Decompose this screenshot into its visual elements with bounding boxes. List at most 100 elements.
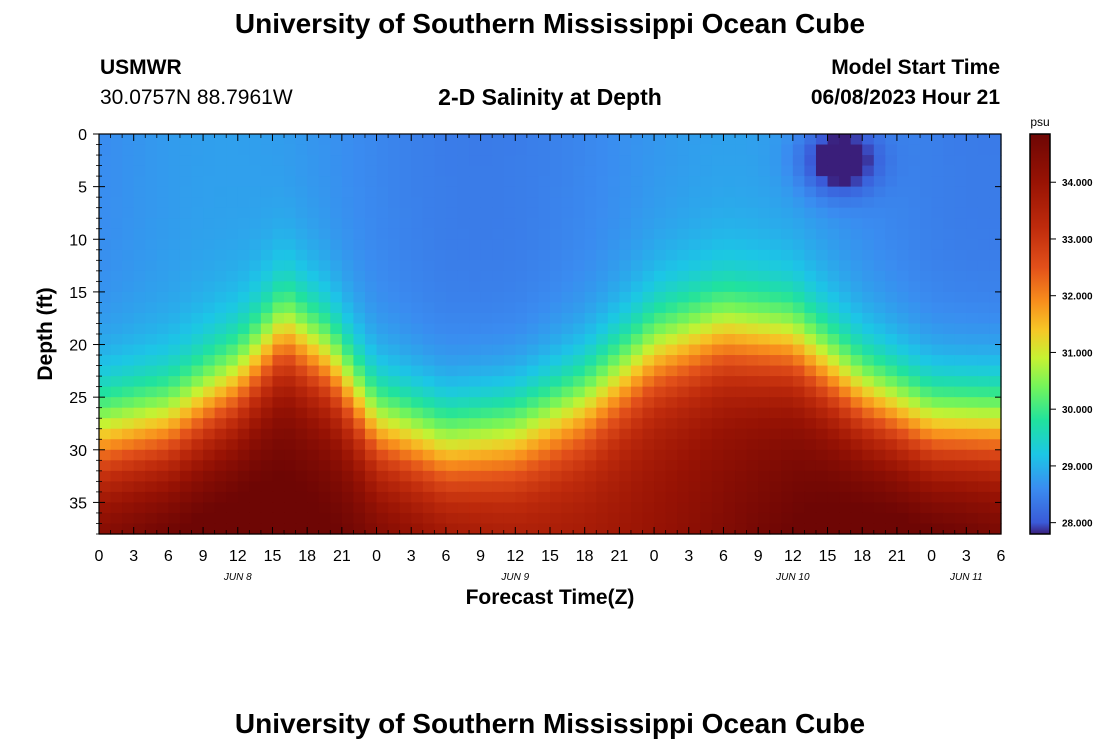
heatmap-cell [954,344,967,356]
heatmap-cell [341,334,355,346]
heatmap-cell [503,407,516,419]
heatmap-cell [688,186,701,198]
heatmap-cell [781,523,794,535]
heatmap-cell [145,344,158,356]
heatmap-cell [156,291,169,304]
heatmap-cell [931,365,944,377]
heatmap-cell [434,155,447,167]
heatmap-cell [561,239,574,251]
heatmap-cell [538,439,551,451]
heatmap-cell [503,218,516,230]
heatmap-cell [330,197,343,209]
heatmap-cell [330,376,343,388]
heatmap-cell [295,449,308,461]
heatmap-cell [122,134,135,146]
heatmap-cell [989,134,1002,146]
heatmap-cell [711,481,725,493]
heatmap-cell [561,291,574,304]
heatmap-cell [654,418,667,430]
heatmap-cell [203,512,216,525]
heatmap-cell [260,302,274,314]
heatmap-cell [850,365,863,377]
heatmap-cell [353,155,366,167]
heatmap-cell [307,186,320,198]
heatmap-cell [203,134,216,146]
heatmap-cell [839,186,852,198]
heatmap-cell [677,512,690,525]
x-axis-label: Forecast Time(Z) [466,586,635,609]
heatmap-cell [665,386,678,398]
heatmap-cell [654,218,667,230]
heatmap-cell [388,165,401,177]
heatmap-cell [573,376,586,388]
heatmap-cell [862,491,875,504]
heatmap-cell [122,176,135,188]
heatmap-cell [99,134,112,146]
heatmap-cell [677,323,690,335]
heatmap-cell [642,344,655,356]
heatmap-cell [272,302,285,314]
heatmap-cell [688,449,701,461]
heatmap-cell [226,344,239,356]
heatmap-cell [677,344,690,356]
heatmap-cell [630,512,644,525]
heatmap-cell [792,155,806,167]
heatmap-cell [781,260,794,272]
heatmap-cell [723,270,736,282]
heatmap-cell [792,407,806,419]
heatmap-cell [249,502,262,514]
heatmap-cell [399,207,412,219]
heatmap-cell [746,386,759,398]
heatmap-cell [781,428,794,440]
heatmap-cell [260,270,274,282]
heatmap-cell [654,155,667,167]
heatmap-cell [862,344,875,356]
heatmap-cell [249,512,262,525]
heatmap-cell [526,165,540,177]
heatmap-cell [607,439,620,451]
heatmap-cell [99,481,112,493]
heatmap-cell [561,449,574,461]
heatmap-cell [318,197,331,209]
heatmap-cell [99,186,112,198]
heatmap-cell [515,281,528,293]
heatmap-cell [260,502,274,514]
heatmap-cell [700,134,713,146]
heatmap-cell [307,228,320,240]
heatmap-cell [122,376,135,388]
heatmap-cell [260,491,274,504]
heatmap-cell [792,344,806,356]
heatmap-cell [156,218,169,230]
heatmap-cell [376,155,389,167]
heatmap-cell [723,428,736,440]
heatmap-cell [179,365,193,377]
heatmap-cell [203,144,216,156]
heatmap-cell [966,207,979,219]
heatmap-cell [110,312,123,325]
heatmap-cell [330,281,343,293]
heatmap-cell [156,144,169,156]
heatmap-cell [758,355,771,367]
heatmap-cell [642,270,655,282]
x-tick-label: 6 [719,548,728,565]
heatmap-cell [445,144,459,156]
heatmap-cell [573,491,586,504]
heatmap-cell [619,270,632,282]
heatmap-cell [977,365,991,377]
heatmap-cell [399,197,412,209]
heatmap-cell [376,418,389,430]
heatmap-cell [388,407,401,419]
heatmap-cell [515,481,528,493]
heatmap-cell [561,302,574,314]
heatmap-cell [561,439,574,451]
heatmap-cell [781,334,794,346]
heatmap-cell [769,470,782,482]
heatmap-cell [596,186,609,198]
heatmap-cell [480,312,493,325]
heatmap-cell [885,249,898,261]
heatmap-cell [862,165,875,177]
heatmap-cell [873,228,886,240]
heatmap-cell [422,228,435,240]
heatmap-cell [711,291,725,304]
heatmap-cell [954,165,967,177]
